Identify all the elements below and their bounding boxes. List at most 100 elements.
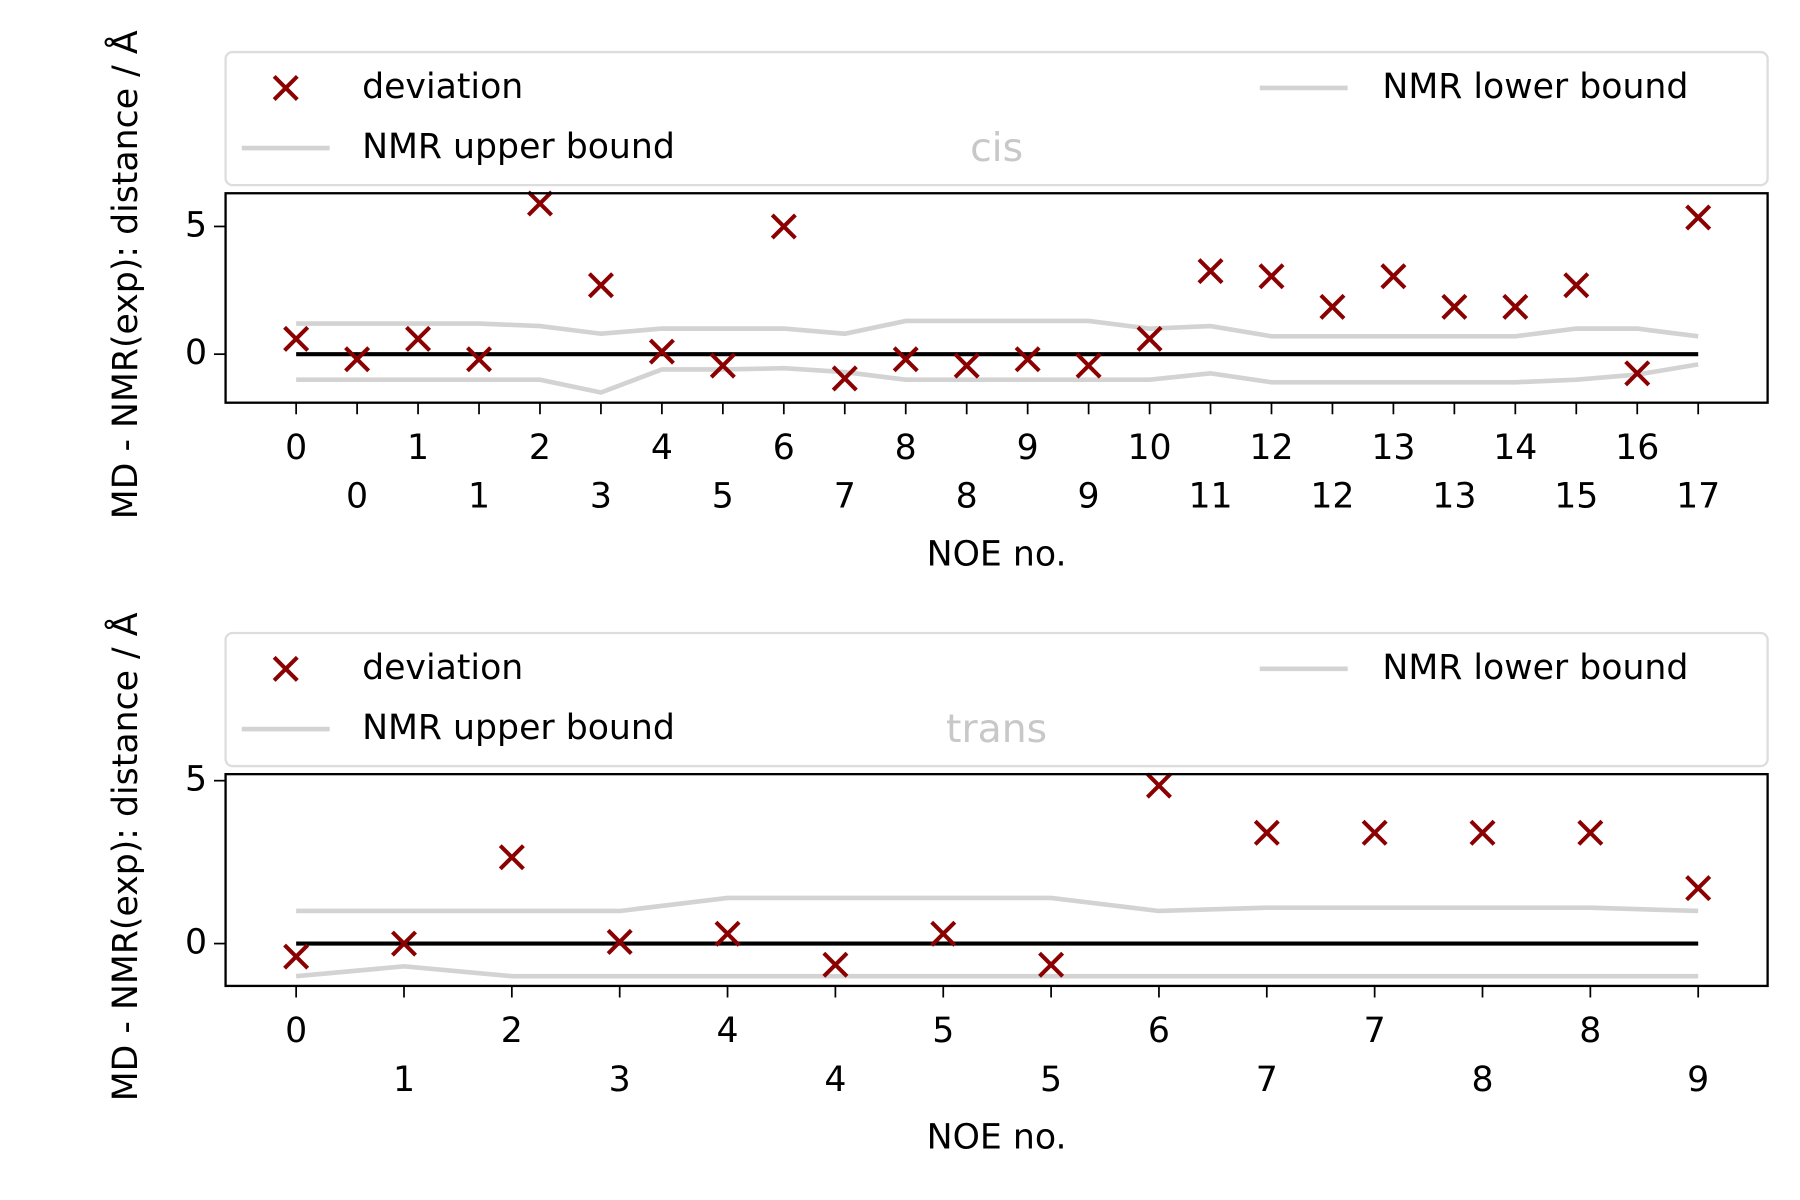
marker: [1075, 352, 1102, 379]
x-tick-label: 5: [712, 477, 734, 517]
legend-label: NMR lower bound: [1382, 67, 1688, 107]
marker: [1577, 819, 1604, 846]
marker: [1145, 772, 1172, 799]
legend-label: NMR upper bound: [362, 708, 675, 748]
x-tick-label: 16: [1615, 428, 1659, 468]
x-tick-label: 8: [956, 477, 978, 517]
x-tick-label: 14: [1493, 428, 1537, 468]
marker: [822, 951, 849, 978]
legend-label: NMR lower bound: [1382, 648, 1688, 688]
x-tick-label: 0: [346, 477, 368, 517]
x-tick-label: 4: [717, 1011, 739, 1051]
x-tick-label: 13: [1432, 477, 1476, 517]
x-tick-label: 4: [824, 1060, 846, 1100]
x-tick-label: 12: [1249, 428, 1293, 468]
marker: [1319, 293, 1346, 320]
bound-line: [295, 964, 1699, 979]
x-tick-label: 5: [932, 1011, 954, 1051]
bound-line: [296, 895, 1699, 914]
marker: [1258, 263, 1285, 290]
x-tick-label: 12: [1310, 477, 1354, 517]
marker: [466, 346, 493, 373]
marker: [1685, 875, 1712, 902]
x-tick-label: 9: [1078, 477, 1100, 517]
x-tick-label: 10: [1128, 428, 1172, 468]
x-tick-label: 11: [1188, 477, 1232, 517]
plot-frame: [224, 772, 1769, 988]
x-tick-label: 3: [609, 1060, 631, 1100]
x-tick-label: 7: [834, 477, 856, 517]
y-tick-label: 5: [185, 760, 207, 800]
marker: [1038, 951, 1065, 978]
x-tick-label: 7: [1256, 1060, 1278, 1100]
marker: [930, 920, 957, 947]
x-tick-label: 8: [1471, 1060, 1493, 1100]
marker: [714, 920, 741, 947]
marker: [1502, 293, 1529, 320]
legend-marker: [272, 74, 299, 101]
bound-line: [296, 318, 1699, 339]
marker: [770, 213, 797, 240]
marker: [1361, 819, 1388, 846]
y-tick-label: 5: [185, 205, 207, 245]
x-tick-label: 9: [1017, 428, 1039, 468]
x-tick-label: 1: [393, 1060, 415, 1100]
x-axis-label: NOE no.: [927, 1118, 1067, 1158]
x-tick-label: 13: [1371, 428, 1415, 468]
y-tick-label: 0: [185, 333, 207, 373]
marker: [344, 346, 371, 373]
marker: [1014, 346, 1041, 373]
x-tick-label: 3: [590, 477, 612, 517]
x-tick-label: 9: [1687, 1060, 1709, 1100]
marker: [1563, 272, 1590, 299]
marker: [587, 272, 614, 299]
x-tick-label: 6: [1148, 1011, 1170, 1051]
marker: [498, 844, 525, 871]
y-axis-label: MD - NMR(exp): distance / Å: [103, 612, 146, 1101]
marker: [892, 346, 919, 373]
x-tick-label: 6: [773, 428, 795, 468]
marker: [1136, 325, 1163, 352]
x-tick-label: 0: [285, 428, 307, 468]
marker: [831, 365, 858, 392]
marker: [405, 325, 432, 352]
marker: [1685, 204, 1712, 231]
x-axis-label: NOE no.: [927, 534, 1067, 574]
x-tick-label: 15: [1554, 477, 1598, 517]
chart-title: trans: [946, 706, 1047, 752]
legend-box: [224, 50, 1769, 187]
marker: [1441, 293, 1468, 320]
marker: [390, 930, 417, 957]
legend-label: NMR upper bound: [362, 127, 675, 167]
x-tick-label: 0: [285, 1011, 307, 1051]
marker: [1380, 263, 1407, 290]
legend-label: deviation: [362, 648, 523, 688]
y-axis-label: MD - NMR(exp): distance / Å: [103, 30, 146, 519]
x-tick-label: 4: [651, 428, 673, 468]
marker: [648, 338, 675, 365]
marker: [1197, 258, 1224, 285]
plot-frame: [224, 192, 1769, 404]
y-tick-label: 0: [185, 923, 207, 963]
x-tick-label: 8: [1579, 1011, 1601, 1051]
x-tick-label: 8: [895, 428, 917, 468]
legend-marker: [272, 655, 299, 682]
x-tick-label: 2: [501, 1011, 523, 1051]
marker: [526, 190, 553, 217]
x-tick-label: 7: [1364, 1011, 1386, 1051]
x-tick-label: 17: [1676, 477, 1720, 517]
marker: [1624, 360, 1651, 387]
x-tick-label: 2: [529, 428, 551, 468]
marker: [606, 928, 633, 955]
x-tick-label: 1: [468, 477, 490, 517]
marker: [1253, 819, 1280, 846]
x-tick-label: 1: [407, 428, 429, 468]
legend-label: deviation: [362, 67, 523, 107]
marker: [953, 352, 980, 379]
marker: [1469, 819, 1496, 846]
x-tick-label: 5: [1040, 1060, 1062, 1100]
chart-title: cis: [970, 125, 1023, 171]
bound-line: [296, 362, 1699, 395]
legend-box: [224, 631, 1769, 768]
